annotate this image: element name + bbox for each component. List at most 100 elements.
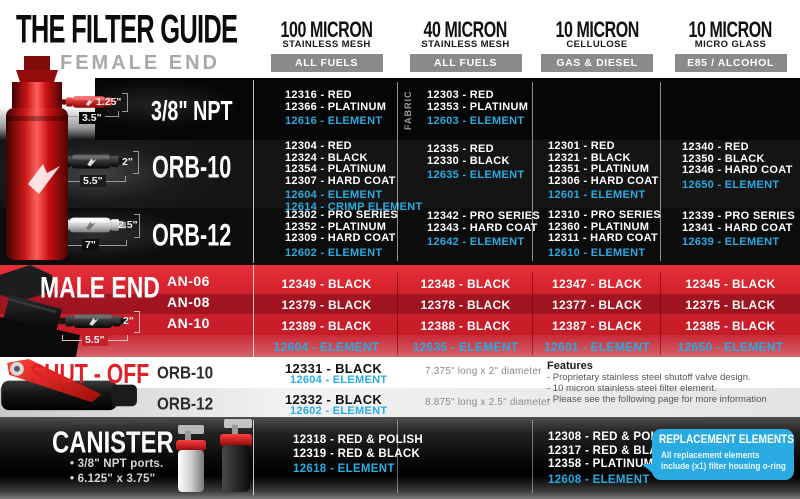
orb10-height-dim: 2": [122, 156, 133, 168]
element-number: 12604 - ELEMENT: [285, 189, 383, 201]
replacement-title: REPLACEMENT ELEMENTS: [659, 434, 794, 446]
part-number: 12304 - RED: [285, 140, 352, 152]
cell-element-100micron: 12604 - ELEMENT: [273, 340, 380, 354]
row-label-shutoff-orb12: ORB-12: [157, 394, 214, 414]
shutoff-orb10-element: 12604 - ELEMENT: [290, 374, 388, 386]
divider: [253, 265, 254, 357]
row-label-orb12: ORB-12: [152, 218, 232, 253]
cell-orb10-microglass: 12340 - RED 12350 - BLACK 12346 - HARD COA…: [682, 141, 793, 191]
features-list: - Proprietary stainless steel shutoff va…: [547, 372, 767, 405]
element-number: 12642 - ELEMENT: [427, 236, 525, 248]
cell-npt-100micron: 12316 - RED 12366 - PLATINUM 12616 - ELEM…: [285, 89, 386, 128]
shutoff-orb12-desc: 8.875" long x 2.5" diameter: [425, 397, 551, 408]
part-number: 12302 - PRO SERIES: [285, 209, 399, 221]
part-number: 12308 - RED & POLISH: [548, 431, 678, 443]
callout-tail: [642, 464, 658, 478]
divider: [532, 82, 533, 261]
row-label-npt: 3/8" NPT: [151, 96, 233, 128]
element-number: 12603 - ELEMENT: [427, 115, 525, 127]
cell-an08-40micron: 12378 - BLACK: [420, 298, 511, 312]
column-micron: 40 MICRON: [423, 17, 508, 43]
part-number: 12339 - PRO SERIES: [682, 210, 796, 222]
column-micron: 10 MICRON: [555, 17, 639, 43]
replacement-elements-callout: REPLACEMENT ELEMENTS All replacement ele…: [642, 429, 794, 480]
cell-element-microglass: 12650 - ELEMENT: [677, 340, 784, 354]
replacement-line1: All replacement elements: [661, 450, 760, 461]
divider: [397, 420, 398, 493]
male-height-dim: 2": [123, 315, 134, 327]
element-number: 12618 - ELEMENT: [293, 463, 395, 475]
shutoff-valve-photo: [1, 359, 137, 411]
row-label-an06: AN-06: [167, 273, 210, 289]
column-micron: 10 MICRON: [688, 17, 773, 43]
cell-orb10-cellulose: 12301 - RED 12321 - BLACK 12351 - PLATINUM…: [548, 140, 659, 202]
female-end-table: 1.25" 3.5" 3/8" NPT 2" 5.5" ORB-10: [0, 56, 800, 265]
column-header-100-micron: 100 MICRON STAINLESS MESH ALL FUELS: [255, 18, 398, 72]
fuel-badge: E85 / ALCOHOL: [674, 54, 787, 72]
shutoff-orb12-part: 12332 - BLACK: [285, 392, 383, 407]
page-title: THE FILTER GUIDE: [16, 7, 238, 52]
cell-orb12-microglass: 12339 - PRO SERIES 12341 - HARD COAT 1263…: [682, 210, 796, 249]
fuel-badge: GAS & DIESEL: [541, 54, 653, 72]
part-number: 12343 - HARD COAT: [427, 221, 538, 234]
male-end-heading: MALE END: [40, 271, 160, 304]
replacement-line2: include (x1) filter housing o-ring: [661, 461, 786, 472]
divider: [397, 272, 398, 355]
shutoff-heading: SHUT - OFF: [30, 359, 150, 390]
divider: [532, 272, 533, 355]
element-number: 12610 - ELEMENT: [548, 246, 646, 259]
cell-element-cellulose: 12601 - ELEMENT: [544, 340, 650, 354]
dim-bracket-v: [134, 214, 140, 238]
red-filter-photo: [6, 56, 68, 260]
part-number: 12360 - PLATINUM: [548, 220, 650, 233]
divider: [532, 420, 533, 493]
part-number: 12310 - PRO SERIES: [548, 209, 662, 221]
part-number: 12351 - PLATINUM: [548, 163, 650, 175]
orb12-height-dim: 2.5": [118, 219, 138, 231]
cell-an06-cellulose: 12347 - BLACK: [552, 277, 642, 291]
divider: [397, 82, 398, 261]
cell-orb10-100micron: 12304 - RED 12324 - BLACK 12354 - PLATINUM…: [285, 140, 423, 213]
row-label-an08: AN-08: [167, 294, 210, 310]
part-number: 12350 - BLACK: [682, 152, 765, 165]
part-number: 12341 - HARD COAT: [682, 221, 793, 234]
feature-item: - Proprietary stainless steel shutoff va…: [547, 372, 751, 383]
cell-an06-100micron: 12349 - BLACK: [281, 277, 372, 291]
part-number: 12318 - RED & POLISH: [293, 434, 423, 446]
cell-canister-cellulose: 12308 - RED & POLISH 12317 - RED & BLACK 1…: [548, 431, 678, 486]
fabric-note: FABRIC: [403, 90, 413, 131]
cell-an10-microglass: 12385 - BLACK: [685, 319, 776, 333]
part-number: 12303 - RED: [427, 89, 494, 101]
element-number: 12639 - ELEMENT: [682, 236, 780, 248]
cell-an06-microglass: 12345 - BLACK: [685, 277, 776, 291]
orb12-length-dim: 7": [82, 239, 99, 251]
part-number: 12301 - RED: [548, 140, 615, 152]
shutoff-orb12-element: 12602 - ELEMENT: [290, 405, 388, 417]
npt-height-dim: 1.25": [96, 96, 122, 108]
shutoff-orb10-desc: 7.375" long x 2" diameter: [425, 366, 542, 377]
cell-canister-100micron: 12318 - RED & POLISH 12319 - RED & BLACK …: [293, 434, 423, 476]
row-label-an10: AN-10: [167, 315, 210, 331]
dim-bracket-v: [133, 151, 139, 174]
cell-an10-cellulose: 12387 - BLACK: [552, 319, 642, 333]
column-media: STAINLESS MESH: [282, 39, 371, 50]
cell-orb10-40micron: 12335 - RED 12330 - BLACK 12635 - ELEMENT: [427, 143, 524, 182]
cell-orb12-cellulose: 12310 - PRO SERIES 12360 - PLATINUM 12311 …: [548, 209, 662, 259]
cell-npt-40micron: 12303 - RED 12353 - PLATINUM 12603 - ELEM…: [427, 89, 528, 128]
part-number: 12330 - BLACK: [427, 154, 510, 167]
canister-heading: CANISTER: [52, 425, 174, 460]
male-end-section: MALE END AN-06 AN-08 AN-10 2" 5.5" 12349…: [0, 265, 800, 357]
column-header-10-micron-cellulose: 10 MICRON CELLULOSE GAS & DIESEL: [533, 17, 661, 72]
fuel-badge: ALL FUELS: [409, 54, 522, 72]
cell-an10-40micron: 12388 - BLACK: [420, 319, 511, 333]
male-filter-icon: [59, 314, 127, 328]
part-number: 12342 - PRO SERIES: [427, 210, 541, 222]
cell-element-40micron: 12635 - ELEMENT: [412, 340, 519, 354]
part-number: 12317 - RED & BLACK: [548, 444, 676, 457]
part-number: 12346 - HARD COAT: [682, 164, 793, 176]
feature-item: - 10 micron stainless steel filter eleme…: [547, 383, 717, 394]
cell-orb12-100micron: 12302 - PRO SERIES 12352 - PLATINUM 12309 …: [285, 209, 399, 259]
element-number: 12650 - ELEMENT: [682, 178, 780, 191]
features-heading: Features: [547, 360, 593, 372]
